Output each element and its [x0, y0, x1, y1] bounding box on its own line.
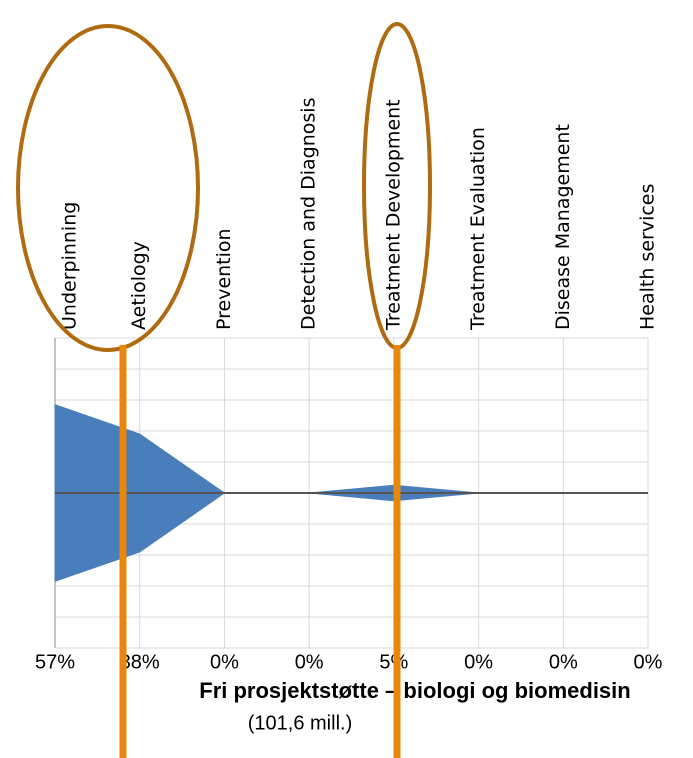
- value-label: 0%: [464, 651, 493, 673]
- annotations: [16, 22, 432, 758]
- value-label: 0%: [295, 651, 324, 673]
- area: [54, 403, 648, 494]
- value-label: 0%: [210, 651, 239, 673]
- category-label: Treatment Development: [382, 99, 404, 331]
- plot: Underpinning 57% Aetiology 38% Prevention 0% D…: [35, 98, 663, 674]
- value-label: 57%: [35, 651, 75, 673]
- area: [54, 492, 648, 583]
- category-label: Underpinning: [59, 202, 81, 330]
- value-label: 38%: [120, 651, 160, 673]
- chart-subtitle: (101,6 mill.): [248, 712, 352, 734]
- category-label: Health services: [637, 184, 659, 330]
- category-label: Disease Management: [552, 124, 574, 330]
- category-label: Treatment Evaluation: [467, 127, 489, 331]
- value-label: 0%: [634, 651, 663, 673]
- category-label: Detection and Diagnosis: [298, 98, 320, 330]
- category-label: Prevention: [213, 228, 235, 330]
- category-label: Aetiology: [128, 241, 150, 330]
- highlight-ellipse: [16, 24, 200, 352]
- value-label: 0%: [549, 651, 578, 673]
- chart-title: Fri prosjektstøtte – biologi og biomedis…: [199, 678, 630, 703]
